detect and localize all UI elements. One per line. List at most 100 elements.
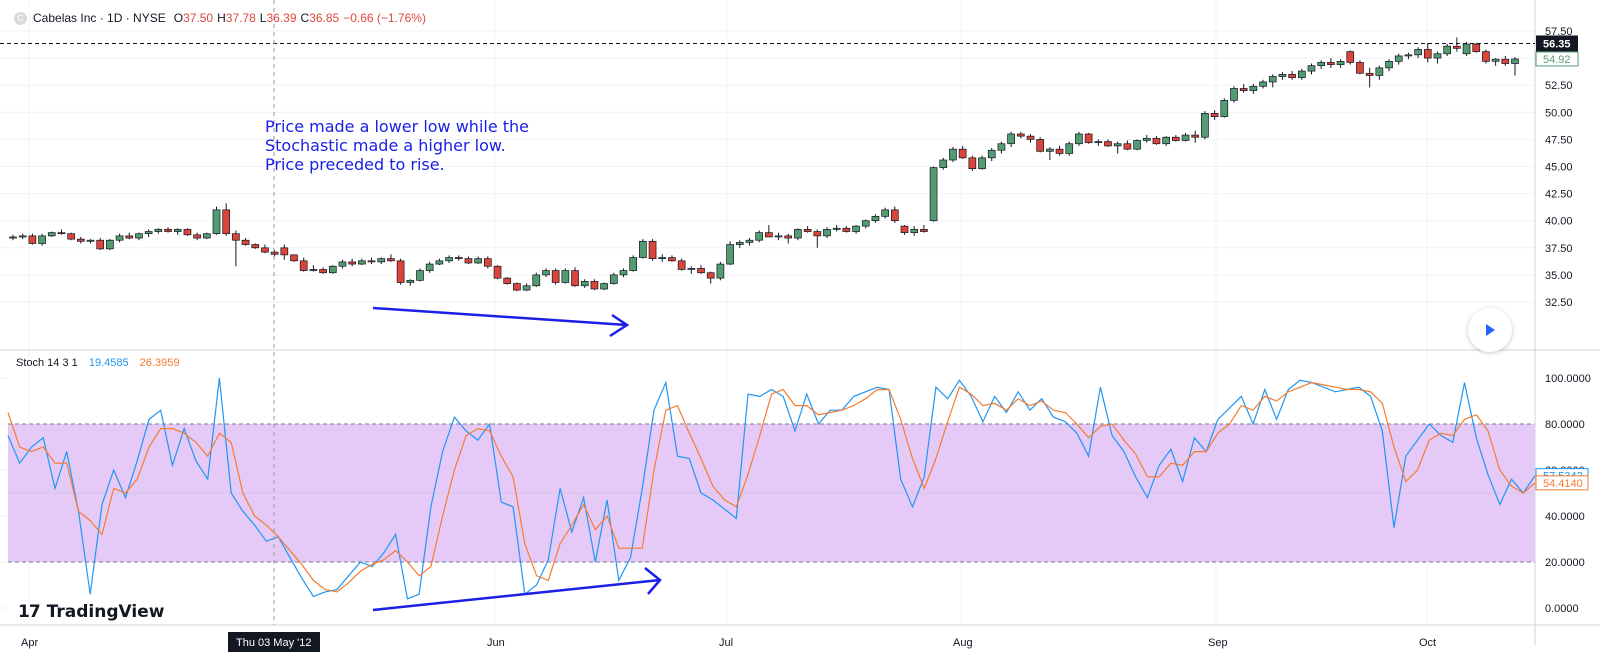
candle-down [96,239,105,250]
candle-up [1201,113,1209,138]
candle-down [57,232,66,235]
candle-up [1007,133,1015,145]
candle-up [1404,54,1413,57]
price-tick-label: 37.50 [1545,243,1573,255]
candle-up [939,159,948,168]
candle-up [1394,55,1403,62]
candle-up [309,269,318,271]
candle-up [609,274,618,284]
replay-button[interactable] [1468,308,1512,352]
stoch-k-line [7,377,1536,600]
candle-up [532,274,541,287]
candle-down [765,232,773,238]
candle-up [1249,85,1258,91]
candle-down [387,258,395,262]
stoch-tick-label: 40.0000 [1545,511,1585,523]
stoch-divergence-arrow [372,578,661,612]
crosshair-date-badge [228,632,320,652]
price-tick-label: 42.50 [1545,189,1573,201]
candle-up [949,148,957,161]
candle-up [9,236,17,239]
stoch-tick-label: 100.0000 [1545,373,1591,385]
high-key: H [217,11,226,25]
candle-down [1365,72,1374,76]
candle-up [1462,43,1471,55]
candle-up [47,232,56,237]
candle-down [222,209,231,235]
candle-down [1016,133,1025,137]
candle-down [1055,148,1064,154]
candle-down [280,247,289,256]
candle-down [1327,62,1335,65]
candle-down [193,234,201,239]
candle-down [483,258,492,267]
candle-up [726,244,734,265]
candle-down [493,265,502,279]
crosshair-date-label: Thu 03 May '12 [236,637,311,649]
candle-down [551,270,560,283]
candle-up [338,261,347,267]
candle-up [745,239,754,243]
candle-down [571,270,579,287]
candle-up [445,257,453,262]
candle-down [1239,88,1248,91]
candle-down [1356,62,1364,74]
annotation-line-2: Stochastic made a higher low. [265,136,506,155]
tradingview-brand[interactable]: 17 TradingView [18,602,164,622]
candle-up [474,258,482,264]
candle-up [144,231,153,235]
indicator-name: Stoch 14 3 1 [16,357,78,369]
candle-up [416,270,424,281]
candle-down [503,277,512,284]
candle-down [1288,74,1296,78]
candle-up [18,235,27,238]
brand-name: TradingView [46,602,165,622]
price-tick-label: 50.00 [1545,107,1573,119]
candle-up [1278,74,1287,77]
stoch-arrow-head [644,567,662,595]
candle-up [435,260,444,265]
candle-down [513,283,521,291]
candle-down [183,229,192,236]
candle-up [377,258,386,263]
candle-down [67,233,75,240]
candle-up [1307,65,1316,72]
candle-down [241,239,250,245]
candle-up [852,225,860,232]
candle-down [842,227,851,232]
price-tick-label: 52.50 [1545,80,1573,92]
candle-down [706,272,715,279]
candle-up [135,233,143,239]
high-value: 37.78 [225,11,256,25]
candle-down [367,260,376,263]
annotation-line-3: Price preceded to rise. [265,155,445,174]
symbol-title: Cabelas Inc · 1D · NYSE [33,11,166,25]
candle-down [319,269,327,274]
candle-up [1491,58,1500,62]
candle-up [881,209,889,217]
candle-down [590,281,599,290]
divergence-annotation: Price made a lower low while the Stochas… [265,117,529,174]
candle-up [929,167,938,222]
candle-down [454,257,463,259]
time-tick-label: Jul [719,637,733,649]
candle-down [1346,51,1355,63]
last-price-label: 56.35 [1543,38,1571,50]
candle-down [1036,139,1045,152]
candle-up [202,233,211,239]
candle-down [396,260,405,283]
candle-up [1162,136,1170,145]
candle-up [406,279,415,283]
stoch-d-line [7,381,1536,593]
stoch-tick-label: 80.0000 [1545,419,1585,431]
indicator-legend[interactable]: Stoch 14 3 1 19.4585 26.3959 [16,357,179,369]
candle-down [232,233,240,241]
candle-up [212,209,221,235]
candle-down [1084,133,1093,144]
candle-up [522,285,531,291]
candle-down [803,229,812,232]
low-value: 36.39 [266,11,297,25]
candle-down [784,235,793,239]
candle-down [813,231,822,237]
